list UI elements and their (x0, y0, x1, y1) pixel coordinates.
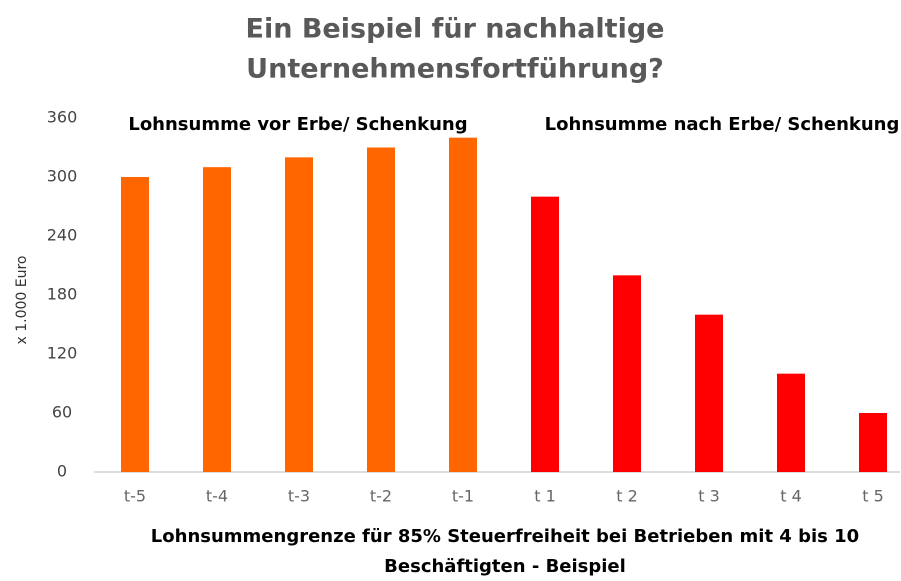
y-tick-label: 120 (47, 344, 78, 363)
x-tick-label: t-5 (124, 487, 146, 506)
y-axis-label: x 1.000 Euro (14, 256, 30, 345)
chart-title: Ein Beispiel für nachhaltige (246, 14, 665, 45)
y-tick-label: 180 (47, 285, 78, 304)
x-axis-label: Beschäftigten - Beispiel (384, 556, 626, 577)
x-tick-label: t 3 (698, 487, 720, 506)
y-tick-label: 360 (47, 108, 78, 127)
bar (531, 196, 559, 472)
x-tick-label: t 4 (780, 487, 802, 506)
x-tick-label: t-1 (452, 487, 474, 506)
annotation: Lohnsumme nach Erbe/ Schenkung (545, 114, 900, 135)
x-tick-label: t-3 (288, 487, 310, 506)
x-tick-label: t-4 (206, 487, 228, 506)
x-tick-label: t 2 (616, 487, 638, 506)
x-axis-label: Lohnsummengrenze für 85% Steuerfreiheit … (151, 526, 859, 547)
bar (777, 373, 805, 472)
annotation: Lohnsumme vor Erbe/ Schenkung (128, 114, 467, 135)
bar (449, 137, 477, 472)
bar (695, 314, 723, 472)
y-tick-label: 0 (57, 462, 67, 481)
y-tick-label: 300 (47, 167, 78, 186)
y-tick-label: 60 (52, 403, 72, 422)
x-tick-label: t 5 (862, 487, 884, 506)
bar (613, 275, 641, 472)
bar (121, 177, 149, 472)
x-tick-label: t 1 (534, 487, 556, 506)
bar (203, 167, 231, 472)
chart-title: Unternehmensfortführung? (246, 54, 664, 85)
bar (859, 413, 887, 472)
y-tick-label: 240 (47, 226, 78, 245)
x-tick-label: t-2 (370, 487, 392, 506)
bar (285, 157, 313, 473)
bar (367, 147, 395, 472)
